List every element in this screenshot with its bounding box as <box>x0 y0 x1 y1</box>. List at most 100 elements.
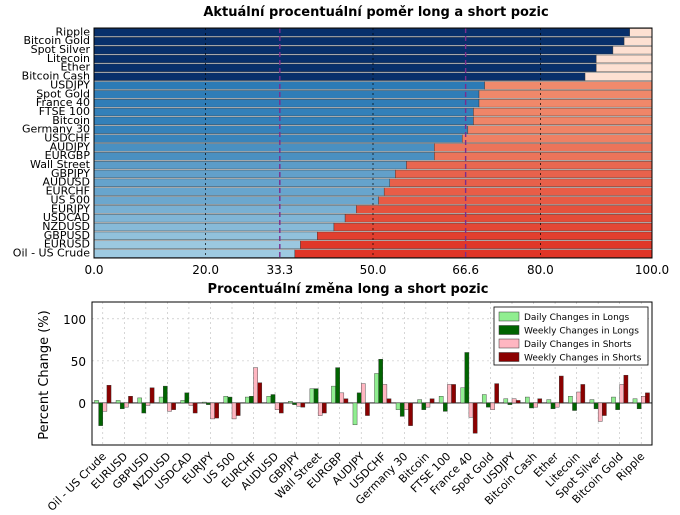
x-tick-label: 100.0 <box>635 263 669 277</box>
category-label: Oil - US Crude <box>13 247 90 260</box>
change-bar <box>464 352 470 404</box>
change-bar <box>257 382 263 404</box>
change-bar <box>623 374 629 404</box>
short-bar <box>612 45 653 55</box>
short-bar <box>406 160 653 170</box>
change-bar <box>288 401 293 404</box>
legend-swatch <box>498 325 520 335</box>
category-label: Germany 30 <box>22 123 90 136</box>
change-bar <box>192 402 198 414</box>
short-bar <box>333 222 653 232</box>
long-bar <box>93 169 396 179</box>
change-bar <box>537 398 543 404</box>
change-bar <box>124 402 129 408</box>
change-bar <box>270 394 276 404</box>
short-bar <box>596 54 653 64</box>
category-label: AUDUSD <box>42 176 90 189</box>
change-bar <box>141 402 147 414</box>
category-label: Ether <box>60 61 90 74</box>
category-label: Bitcoin Cash <box>22 70 90 83</box>
change-bar <box>279 402 284 414</box>
change-bar <box>322 402 327 414</box>
long-bar <box>93 152 435 161</box>
change-bar <box>511 398 517 404</box>
change-bar <box>597 402 603 422</box>
change-bar <box>529 402 534 409</box>
category-label: USDCAD <box>43 211 90 224</box>
change-bar <box>94 400 99 404</box>
short-bar <box>395 169 653 179</box>
long-bar <box>93 240 301 249</box>
long-bar <box>93 249 296 258</box>
change-bar <box>611 396 616 404</box>
change-bar <box>525 396 530 404</box>
short-bar <box>584 72 653 81</box>
long-bar <box>93 143 435 152</box>
long-bar <box>93 196 379 205</box>
long-bar <box>93 178 390 187</box>
category-label: NZDUSD <box>42 220 90 233</box>
category-label: Spot Gold <box>36 87 90 100</box>
long-bar <box>93 160 407 170</box>
x-tick-label: 33.3 <box>266 263 293 277</box>
change-bar <box>429 398 435 404</box>
change-bar <box>137 397 142 404</box>
chart1-bars <box>93 28 653 258</box>
category-label: USDCHF <box>44 132 90 145</box>
chart1-title: Aktuální procentuální poměr long a short… <box>203 5 548 20</box>
change-bar <box>589 399 595 404</box>
change-bar <box>231 402 237 420</box>
change-bar <box>106 385 112 404</box>
chart2-y-ticks: 100 50 0 <box>63 313 86 411</box>
legend-label: Weekly Changes in Shorts <box>524 354 642 364</box>
change-bar <box>641 396 646 404</box>
change-bar <box>335 367 340 404</box>
change-bar <box>149 387 155 404</box>
x-tick-label: 50.0 <box>360 263 387 277</box>
change-bar <box>460 387 465 404</box>
change-bar <box>274 402 280 410</box>
change-bar <box>602 402 607 416</box>
change-bar <box>559 375 564 404</box>
category-label: GBPUSD <box>44 229 90 242</box>
category-label: EURCHF <box>46 185 90 198</box>
change-bar <box>408 402 413 426</box>
short-bar <box>344 214 653 223</box>
change-bar <box>227 396 233 404</box>
change-bar <box>163 385 168 404</box>
change-bar <box>214 402 219 419</box>
category-label: Spot Silver <box>31 43 91 56</box>
long-bar <box>93 187 385 196</box>
long-bar <box>93 205 357 214</box>
change-bar <box>576 391 581 404</box>
long-bar <box>93 90 480 99</box>
change-bar <box>343 398 349 404</box>
category-label: Bitcoin Gold <box>23 34 90 47</box>
change-bar <box>468 402 474 418</box>
short-bar <box>629 28 653 37</box>
change-bar <box>490 402 495 410</box>
chart1-gridlines <box>205 28 541 258</box>
y-tick-label: 100 <box>63 313 86 327</box>
change-bar <box>546 399 552 404</box>
short-bar <box>596 63 653 72</box>
change-bar <box>128 396 133 404</box>
x-tick-label: 80.0 <box>527 263 554 277</box>
change-bar <box>167 402 172 412</box>
change-bar <box>188 402 194 406</box>
short-bar <box>478 99 653 108</box>
change-bar <box>507 402 513 405</box>
change-bar <box>404 402 409 410</box>
change-bar <box>636 402 642 410</box>
change-bar <box>645 392 650 404</box>
category-label: Ripple <box>56 25 91 38</box>
long-bar <box>93 81 485 90</box>
long-bar <box>93 28 630 37</box>
change-bar <box>245 396 250 404</box>
long-bar <box>93 116 474 126</box>
change-bar <box>180 400 185 404</box>
legend-label: Daily Changes in Shorts <box>524 340 632 350</box>
short-bar <box>467 125 653 134</box>
